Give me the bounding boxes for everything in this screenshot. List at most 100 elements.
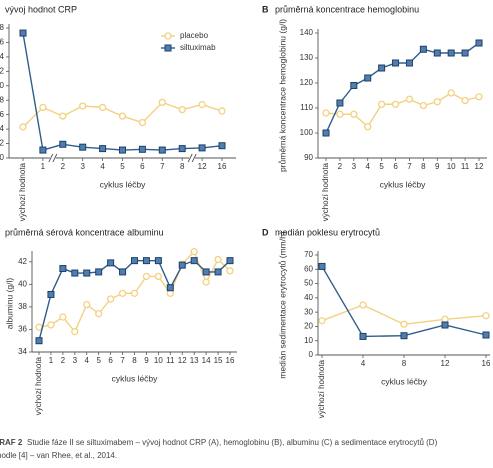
marker <box>158 98 166 107</box>
marker <box>405 59 413 67</box>
marker <box>138 118 147 127</box>
x-tick-label: 1 <box>49 356 54 365</box>
x-tick-label: 2 <box>338 162 343 171</box>
marker <box>322 129 330 137</box>
x-tick-label: 4 <box>85 356 90 365</box>
marker <box>47 321 55 329</box>
axis-break <box>48 153 54 163</box>
marker <box>79 143 87 151</box>
y-tick-label: 10 <box>0 81 5 90</box>
x-tick-label: 5 <box>379 162 384 171</box>
legend-marker <box>164 44 172 52</box>
axis-break <box>52 153 58 163</box>
series-line <box>325 92 480 128</box>
y-tick-label: 90 <box>304 153 313 162</box>
x-tick-label: 11 <box>166 356 175 365</box>
marker <box>190 247 198 256</box>
marker <box>98 103 107 112</box>
marker <box>59 140 67 148</box>
marker <box>83 269 91 277</box>
x-tick-label: 8 <box>402 359 407 368</box>
marker <box>378 64 386 72</box>
x-tick-label: 10 <box>447 162 456 171</box>
y-tick-label: 130 <box>300 53 314 62</box>
y-tick-label: 34 <box>18 347 27 356</box>
x-tick-label: 8 <box>132 356 137 365</box>
x-tick-label: 1 <box>41 162 46 171</box>
x-tick-label: 9 <box>144 356 149 365</box>
y-tick-label: 38 <box>18 302 27 311</box>
y-tick-label: 70 <box>304 250 313 259</box>
marker <box>59 112 67 120</box>
y-tick-label: 10 <box>304 336 313 345</box>
marker <box>166 284 174 292</box>
y-axis-label: průměrná koncentrace hemoglobinu (g/l) <box>277 19 287 172</box>
caption-label: GRAF 2 <box>0 438 23 447</box>
y-tick-label: 140 <box>300 28 314 37</box>
marker <box>336 110 344 118</box>
marker <box>131 257 138 265</box>
series-line <box>38 259 231 341</box>
marker <box>377 100 386 108</box>
y-tick-label: 20 <box>304 322 313 331</box>
y-tick-label: 0 <box>309 350 314 359</box>
x-tick-label: 6 <box>140 162 145 171</box>
x-axis-label: cyklus léčby <box>380 179 427 189</box>
x-tick-label: 16 <box>482 359 491 368</box>
y-tick-label: 14 <box>0 52 5 61</box>
marker <box>190 257 198 265</box>
x-tick-label: 5 <box>120 162 125 171</box>
x-tick-label: 3 <box>73 356 78 365</box>
marker <box>39 103 47 112</box>
x-tick-label: výchozí hodnota <box>321 162 330 221</box>
marker <box>447 49 455 57</box>
marker <box>59 265 67 273</box>
marker <box>95 310 103 318</box>
y-tick-label: 36 <box>18 325 27 334</box>
y-tick-label: 100 <box>300 128 314 137</box>
marker <box>130 289 139 297</box>
marker <box>19 123 27 131</box>
axis-break-gap <box>189 155 196 161</box>
caption-source: podle [4] – van Rhee, et al., 2014. <box>0 451 117 460</box>
y-tick-label: 120 <box>300 78 314 87</box>
x-tick-label: 2 <box>61 162 66 171</box>
marker <box>482 331 490 339</box>
marker <box>214 268 222 276</box>
y-tick-label: 40 <box>18 279 27 288</box>
x-tick-label: 7 <box>407 162 412 171</box>
x-tick-label: 7 <box>120 356 125 365</box>
y-tick-label: 50 <box>304 279 313 288</box>
x-tick-label: 3 <box>80 162 85 171</box>
x-tick-label: 9 <box>435 162 440 171</box>
chart-title: průměrná sérová koncentrace albuminu <box>5 227 164 237</box>
marker <box>419 101 428 110</box>
legend-marker <box>164 32 172 40</box>
marker <box>47 290 55 298</box>
axis-break-gap <box>49 155 56 161</box>
marker <box>154 257 162 265</box>
x-tick-label: 12 <box>475 162 484 171</box>
x-tick-label: výchozí hodnota <box>317 359 326 418</box>
panel-label: B <box>262 4 269 14</box>
x-tick-label: 14 <box>202 356 211 365</box>
marker <box>35 337 43 345</box>
chart-title: medián poklesu erytrocytů <box>275 227 380 237</box>
marker <box>198 100 206 109</box>
x-axis-label: cyklus léčby <box>381 376 428 386</box>
marker <box>318 262 326 270</box>
caption-text: Studie fáze II se siltuximabem – vývoj h… <box>27 438 438 447</box>
marker <box>392 59 400 67</box>
marker <box>364 123 372 131</box>
marker <box>441 315 449 323</box>
x-tick-label: 5 <box>96 356 101 365</box>
marker <box>118 112 127 120</box>
y-tick-label: 2 <box>0 139 5 148</box>
marker <box>350 110 358 118</box>
axis-break <box>191 153 197 163</box>
x-tick-label: 12 <box>441 359 450 368</box>
marker <box>83 300 91 309</box>
marker <box>138 145 146 153</box>
marker <box>118 289 127 297</box>
marker <box>419 45 427 53</box>
